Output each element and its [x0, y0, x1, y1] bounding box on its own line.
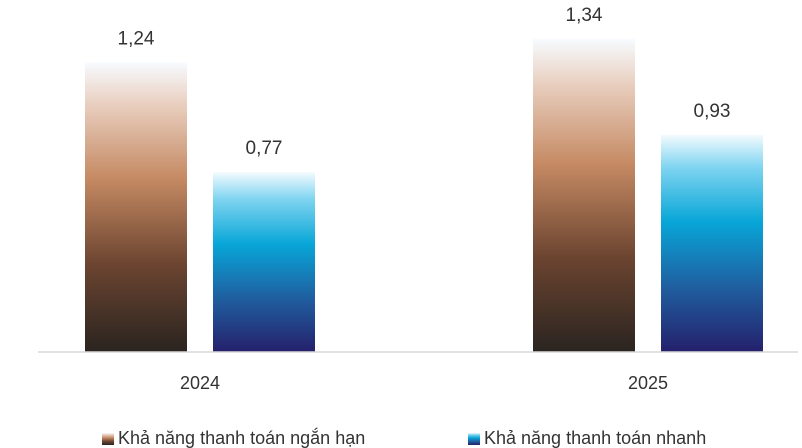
legend-label-ngan-han: Khả năng thanh toán ngắn hạn	[118, 427, 365, 448]
bar-2024-series-1	[213, 172, 315, 352]
data-labels-layer: 1,24 0,77 1,34 0,93	[118, 5, 731, 159]
legend-swatch-nhanh	[468, 433, 480, 445]
data-label-2025-series-0: 1,34	[566, 5, 603, 26]
bar-2025-series-1	[661, 135, 763, 352]
x-tick-label-2025: 2025	[628, 373, 668, 393]
legend-label-nhanh: Khả năng thanh toán nhanh	[484, 428, 706, 448]
bars-layer	[85, 39, 763, 352]
bar-2024-series-0	[85, 62, 187, 352]
x-tick-labels: 2024 2025	[180, 373, 668, 393]
legend-swatch-ngan-han	[102, 433, 114, 445]
data-label-2024-series-1: 0,77	[246, 138, 283, 159]
legend: Khả năng thanh toán ngắn hạn Khả năng th…	[102, 427, 706, 448]
data-label-2024-series-0: 1,24	[118, 28, 155, 49]
x-tick-label-2024: 2024	[180, 373, 220, 393]
data-label-2025-series-1: 0,93	[694, 101, 731, 122]
bar-2025-series-0	[533, 39, 635, 352]
